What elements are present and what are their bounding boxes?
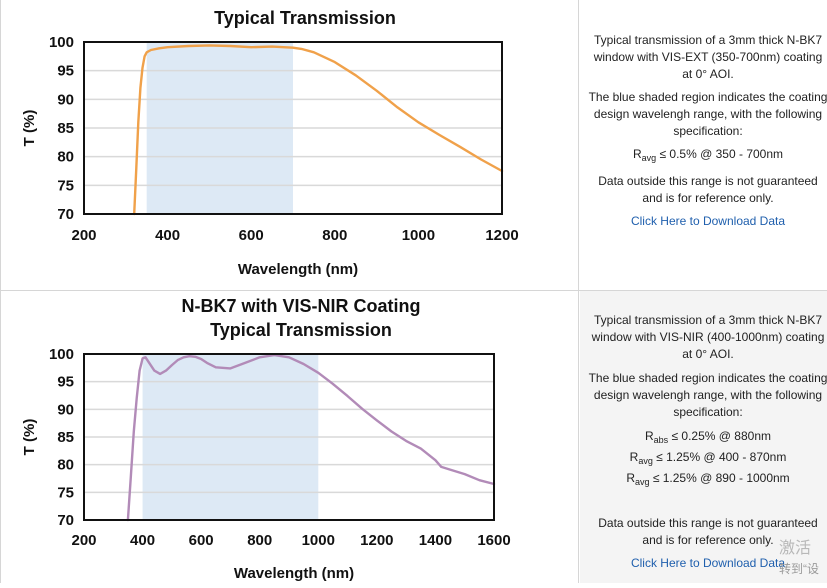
y-tick-label: 95 (57, 374, 74, 391)
plot-frame (83, 41, 503, 215)
chart-subtitle: Typical Transmission (214, 8, 396, 28)
y-tick-label: 80 (57, 457, 74, 474)
chart-subtitle: Typical Transmission (210, 320, 392, 340)
x-tick-label: 1400 (419, 532, 452, 549)
transmission-chart-vis-nir: N-BK7 with VIS-NIR Coating Typical Transm… (21, 296, 511, 582)
x-tick-label: 1000 (302, 532, 335, 549)
chart-description: Typical transmission of a 3mm thick N-BK… (591, 313, 825, 361)
chart-description: Typical transmission of a 3mm thick N-BK… (593, 33, 823, 81)
watermark-subtext: 转到“设 (779, 562, 819, 576)
y-tick-label: 85 (57, 120, 74, 137)
chart-row-vis-nir: N-BK7 with VIS-NIR Coating Typical Transm… (0, 291, 827, 583)
chart-panel-vis-nir: N-BK7 with VIS-NIR Coating Typical Transm… (1, 291, 579, 583)
x-tick-label: 600 (189, 532, 214, 549)
spec-line: Ravg ≤ 1.25% @ 400 - 870nm (629, 450, 787, 466)
x-tick-label: 1200 (360, 532, 393, 549)
disclaimer: Data outside this range is not guarantee… (598, 174, 818, 205)
x-tick-label: 1200 (485, 227, 518, 244)
download-data-link[interactable]: Click Here to Download Data (630, 214, 786, 228)
x-tick-label: 800 (247, 532, 272, 549)
shade-note: The blue shaded region indicates the coa… (588, 371, 827, 419)
y-axis-label: T (%) (21, 110, 38, 147)
y-tick-label: 85 (57, 429, 74, 446)
disclaimer: Data outside this range is not guarantee… (598, 516, 818, 547)
transmission-line (126, 353, 496, 522)
spec-line: Ravg ≤ 1.25% @ 890 - 1000nm (626, 471, 790, 487)
spec-line: Rabs ≤ 0.25% @ 880nm (644, 429, 771, 445)
x-tick-label: 1000 (402, 227, 435, 244)
x-axis-label: Wavelength (nm) (238, 261, 358, 278)
x-tick-label: 1600 (477, 532, 510, 549)
chart-title: N-BK7 with VIS-NIR Coating (182, 296, 421, 316)
x-tick-label: 400 (130, 532, 155, 549)
y-tick-label: 100 (49, 346, 74, 363)
transmission-line (132, 44, 504, 216)
spec-line: Ravg ≤ 0.5% @ 350 - 700nm (632, 147, 784, 163)
y-tick-label: 100 (49, 34, 74, 51)
y-tick-label: 70 (57, 512, 74, 529)
y-tick-label: 70 (57, 206, 74, 223)
info-panel-vis-ext: Typical transmission of a 3mm thick N-BK… (580, 0, 827, 290)
plot-frame (83, 353, 495, 521)
watermark-text: 激活 (779, 540, 812, 557)
y-tick-label: 75 (57, 484, 74, 501)
x-tick-label: 400 (155, 227, 180, 244)
y-tick-label: 75 (57, 177, 74, 194)
y-tick-label: 95 (57, 63, 74, 80)
y-tick-label: 90 (57, 401, 74, 418)
x-axis-label: Wavelength (nm) (234, 565, 354, 582)
y-tick-label: 90 (57, 91, 74, 108)
info-panel-vis-nir: Typical transmission of a 3mm thick N-BK… (580, 291, 827, 583)
shade-note: The blue shaded region indicates the coa… (588, 90, 827, 138)
x-tick-label: 200 (71, 532, 96, 549)
y-axis-label: T (%) (21, 419, 38, 456)
x-tick-label: 600 (239, 227, 264, 244)
y-tick-label: 80 (57, 149, 74, 166)
x-tick-label: 200 (71, 227, 96, 244)
x-tick-label: 800 (322, 227, 347, 244)
download-data-link[interactable]: Click Here to Download Data (630, 556, 786, 570)
